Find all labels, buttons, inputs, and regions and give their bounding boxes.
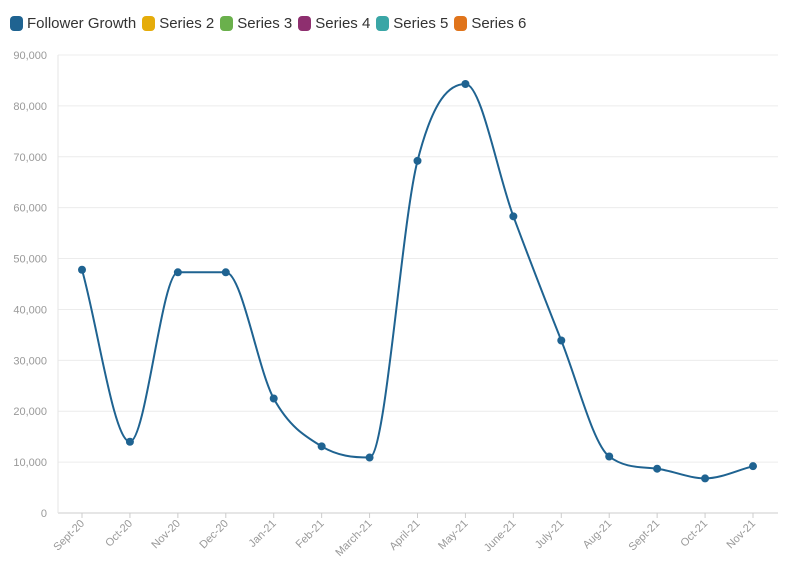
y-tick-label: 70,000 (13, 152, 47, 164)
y-tick-label: 30,000 (13, 355, 47, 367)
chart-legend: Follower Growth Series 2 Series 3 Series… (10, 12, 526, 34)
data-point (413, 156, 422, 165)
x-tick-label: Feb-21 (294, 518, 327, 551)
legend-item-series-2[interactable]: Series 2 (142, 15, 214, 32)
x-tick-label: Nov-20 (149, 518, 183, 552)
legend-item-follower-growth[interactable]: Follower Growth (10, 15, 136, 32)
data-point (317, 442, 326, 451)
data-point (365, 453, 374, 462)
series-group (78, 80, 757, 483)
legend-swatch (10, 15, 23, 31)
data-point (125, 437, 134, 446)
legend-swatch (298, 15, 312, 31)
x-axis: Sept-20 Oct-20 Nov-20 Dec-20 Jan-21 Feb-21 Mar… (51, 513, 758, 559)
gridlines (58, 54, 778, 514)
x-tick-label: April-21 (387, 518, 422, 553)
legend-label: Series 5 (393, 14, 449, 32)
data-point (605, 452, 614, 461)
data-point (509, 212, 518, 221)
data-point (78, 265, 86, 274)
legend-item-series-6[interactable]: Series 6 (454, 15, 526, 32)
data-point (173, 268, 182, 277)
x-tick-label: Sept-20 (51, 518, 87, 554)
y-tick-label: 50,000 (13, 254, 47, 266)
x-tick-label: July-21 (533, 518, 567, 552)
y-tick-label: 10,000 (13, 457, 47, 469)
legend-swatch (376, 15, 390, 31)
y-tick-label: 0 (41, 508, 47, 520)
legend-label: Series 4 (315, 14, 371, 32)
y-axis: 0 10,000 20,000 30,000 40,000 50,000 60,000 70,… (13, 50, 59, 520)
y-tick-label: 40,000 (13, 304, 47, 316)
legend-swatch (454, 15, 468, 31)
legend-label: Series 6 (471, 14, 527, 32)
x-tick-label: Oct-20 (103, 518, 135, 550)
x-tick-label: June-21 (482, 518, 519, 555)
x-tick-label: Dec-20 (197, 518, 231, 552)
legend-swatch (220, 15, 234, 31)
y-tick-label: 60,000 (13, 203, 47, 215)
legend-label: Series 3 (237, 14, 293, 32)
x-tick-label: Aug-21 (581, 518, 615, 552)
legend-item-series-4[interactable]: Series 4 (298, 15, 370, 32)
x-tick-label: Nov-21 (725, 518, 759, 552)
data-point (653, 464, 662, 473)
data-point (701, 474, 710, 483)
legend-label: Series 2 (159, 14, 215, 32)
x-tick-label: March-21 (333, 518, 374, 559)
y-tick-label: 20,000 (13, 406, 47, 418)
data-point (221, 268, 230, 277)
y-tick-label: 90,000 (13, 50, 47, 62)
legend-item-series-3[interactable]: Series 3 (220, 15, 292, 32)
x-tick-label: Jan-21 (247, 518, 279, 550)
data-point (461, 80, 470, 89)
legend-swatch (142, 15, 156, 31)
x-tick-label: May-21 (436, 518, 470, 552)
data-point (749, 462, 757, 471)
x-tick-label: Sept-21 (627, 518, 663, 554)
legend-label: Follower Growth (27, 14, 137, 32)
data-point (557, 336, 566, 345)
y-tick-label: 80,000 (13, 101, 47, 113)
legend-item-series-5[interactable]: Series 5 (376, 15, 448, 32)
x-tick-label: Oct-21 (678, 518, 710, 550)
data-point (269, 394, 278, 403)
series-line-follower-growth (81, 83, 754, 480)
